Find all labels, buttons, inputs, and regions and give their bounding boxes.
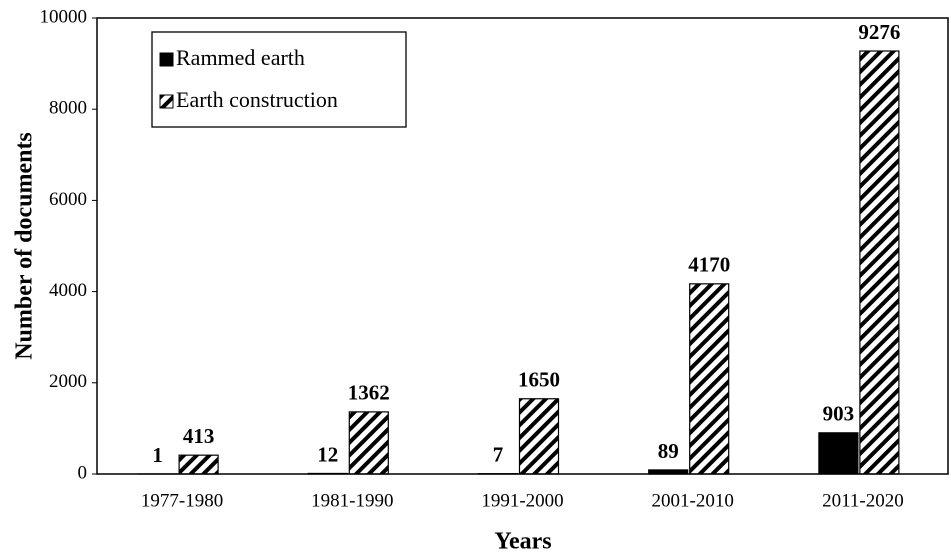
bar xyxy=(178,454,219,475)
y-tick-label: 6000 xyxy=(49,189,87,210)
legend-label: Rammed earth xyxy=(176,45,305,70)
data-label: 1 xyxy=(152,443,163,467)
y-tick-label: 2000 xyxy=(49,371,87,392)
data-label: 1650 xyxy=(518,368,560,392)
bar xyxy=(859,50,900,475)
bar xyxy=(348,411,389,475)
x-tick-label: 2011-2020 xyxy=(822,490,904,511)
y-tick-label: 8000 xyxy=(49,98,87,119)
legend-swatch xyxy=(159,52,174,67)
data-label: 89 xyxy=(658,439,679,463)
y-tick-label: 4000 xyxy=(49,280,87,301)
data-label: 903 xyxy=(823,402,855,426)
data-label: 4170 xyxy=(688,253,730,277)
legend-box xyxy=(151,31,407,128)
plot-frame xyxy=(96,17,949,475)
bar xyxy=(689,283,730,475)
bar xyxy=(518,398,560,475)
data-label: 7 xyxy=(493,442,504,466)
legend-label: Earth construction xyxy=(176,87,338,112)
data-label: 9276 xyxy=(858,20,900,44)
data-label: 1362 xyxy=(348,381,390,405)
x-tick-label: 2001-2010 xyxy=(652,490,734,511)
y-axis-title: Number of documents xyxy=(12,132,38,360)
y-tick-label: 0 xyxy=(78,462,88,483)
x-tick-label: 1981-1990 xyxy=(311,490,393,511)
bar xyxy=(818,432,859,475)
x-axis-title: Years xyxy=(494,529,551,555)
y-tick-label: 10000 xyxy=(40,6,88,27)
data-label: 413 xyxy=(183,424,215,448)
x-tick-label: 1991-2000 xyxy=(481,490,563,511)
x-tick-label: 1977-1980 xyxy=(141,490,223,511)
data-label: 12 xyxy=(317,442,338,466)
legend-swatch xyxy=(159,94,174,109)
